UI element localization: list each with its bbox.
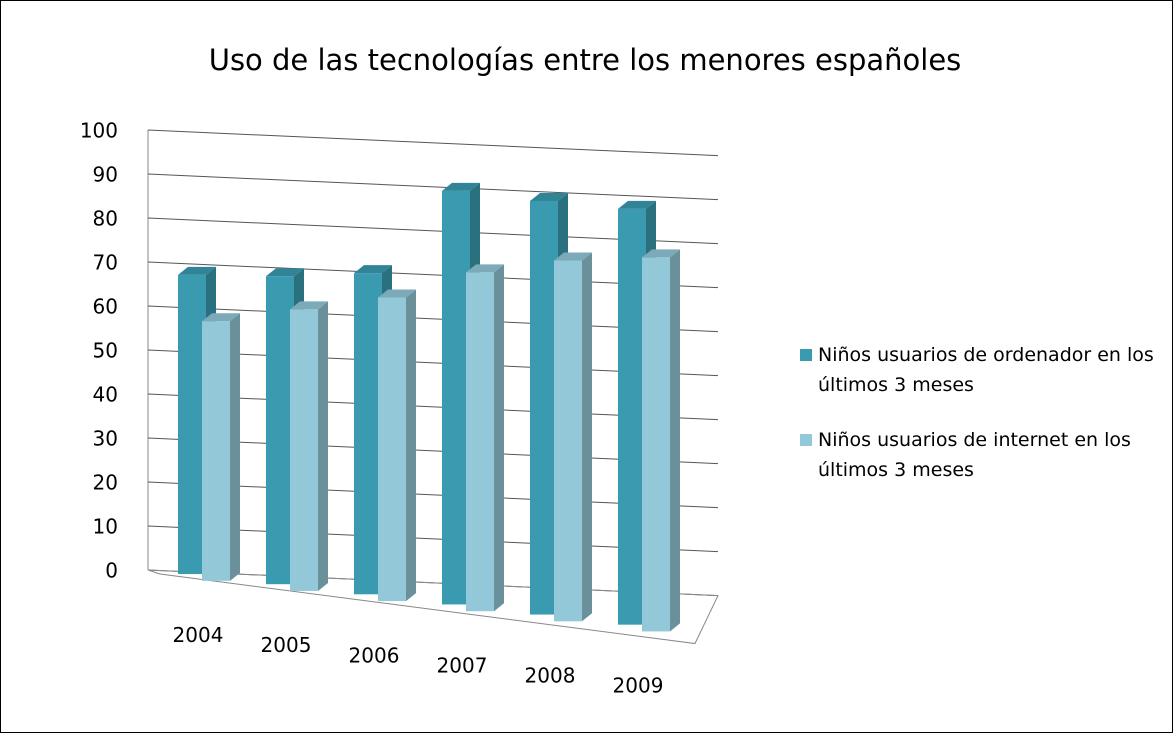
y-tick-label: 70 [93,251,118,275]
bar [642,257,670,632]
bar-top [554,252,592,261]
legend-swatch [800,434,812,446]
y-tick-label: 100 [80,119,118,143]
bar-side [230,313,240,581]
bar-top [290,301,328,310]
x-tick-label: 2005 [261,633,312,657]
bar [290,309,318,591]
bar [178,274,206,575]
y-tick-label: 50 [93,339,118,363]
bar-side [494,264,504,612]
x-tick-label: 2007 [437,653,488,677]
y-tick-label: 30 [93,427,118,451]
bar-top [178,266,216,275]
bar [530,200,558,615]
y-tick-label: 40 [93,383,118,407]
legend-label: Niños usuarios de internet en los último… [818,429,1131,481]
bar-top [466,264,504,273]
bar [202,321,230,581]
bar-top [442,182,480,191]
grid-line [147,129,719,157]
legend-item: Niños usuarios de ordenador en los últim… [800,340,1160,400]
x-tick-label: 2009 [613,674,664,698]
bar-side [318,301,328,591]
bar [466,272,494,612]
bar-top [618,200,656,209]
bar-side [582,252,592,622]
x-tick-label: 2006 [349,643,400,667]
bar [442,190,470,605]
chart-title: Uso de las tecnologías entre los menores… [209,43,962,77]
legend-item: Niños usuarios de internet en los último… [800,425,1160,485]
y-tick-label: 20 [93,471,118,495]
bar-top [354,265,392,274]
y-tick-label: 0 [105,559,118,583]
y-tick-label: 90 [93,163,118,187]
grid-line [147,173,719,201]
bar-side [406,289,416,602]
bar-top [202,313,240,322]
bar [554,260,582,622]
x-tick-label: 2008 [525,664,576,688]
legend-swatch [800,349,812,361]
bar-top [642,249,680,258]
y-tick-label: 80 [93,207,118,231]
bar-side [670,249,680,632]
floor [147,569,719,645]
bar-top [266,268,304,277]
bar-top [530,192,568,201]
y-tick-label: 60 [93,295,118,319]
bar [354,273,382,595]
bar [266,276,294,585]
bar-top [378,289,416,298]
y-tick-label: 10 [93,515,118,539]
bar [618,208,646,625]
bar [378,297,406,602]
x-tick-label: 2004 [173,623,224,647]
legend-label: Niños usuarios de ordenador en los últim… [818,344,1154,396]
